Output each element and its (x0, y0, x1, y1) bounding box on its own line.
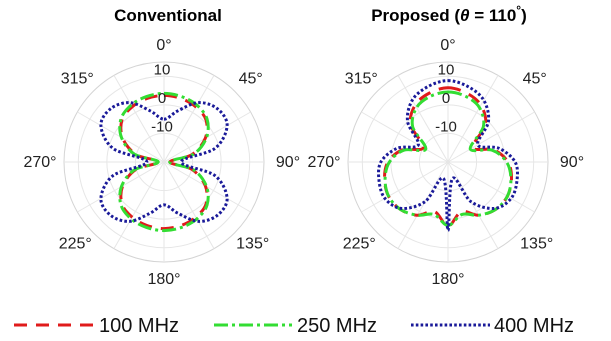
legend-label: 250 MHz (297, 315, 377, 337)
grid-spoke (397, 75, 449, 163)
series-400-mhz (377, 79, 519, 233)
angle-label: 45° (523, 70, 547, 87)
grid-spoke (163, 75, 215, 163)
grid-spoke (113, 161, 165, 249)
grid-spoke (113, 75, 165, 163)
legend-item-100mhz: 100 MHz (14, 315, 179, 337)
grid-spoke (447, 161, 535, 213)
chart-title: Proposed (θ = 110°) (371, 3, 527, 25)
angle-label: 90° (560, 154, 584, 171)
legend-label: 400 MHz (494, 315, 574, 337)
angle-label: 180° (147, 271, 180, 288)
angle-label: 90° (276, 154, 300, 171)
legend-label: 100 MHz (99, 315, 179, 337)
angle-label: 180° (431, 271, 464, 288)
angle-label: 225° (59, 236, 92, 253)
angle-label: 270° (307, 154, 340, 171)
legend-item-400mhz: 400 MHz (411, 315, 574, 337)
angle-labels: 10 0 -10 0° 45° 90° 135° 180° 225° 270° 315° (307, 37, 584, 288)
chart-title: Conventional (114, 6, 222, 25)
radial-tick-label: 0 (158, 90, 166, 107)
legend-item-250mhz: 250 MHz (214, 315, 377, 337)
radial-tick-label: -10 (151, 118, 173, 135)
angle-label: 315° (61, 70, 94, 87)
angle-label: 0° (440, 37, 455, 54)
grid-spoke (163, 161, 215, 249)
angle-label: 135° (520, 236, 553, 253)
series-100-mhz (383, 86, 513, 228)
angle-label: 45° (239, 70, 263, 87)
polar-chart-proposed: Proposed (θ = 110°) 10 0 -10 0° 45° 90° 135° 18… (307, 3, 584, 288)
radial-tick-label: 0 (442, 90, 450, 107)
angle-label: 0° (156, 37, 171, 54)
series-group (99, 91, 229, 233)
radial-tick-label: -10 (435, 118, 457, 135)
radial-tick-label: 10 (154, 61, 171, 78)
radial-tick-label: 10 (438, 61, 455, 78)
legend: 100 MHz 250 MHz 400 MHz (14, 315, 574, 337)
grid-spoke (447, 111, 535, 163)
angle-label: 270° (23, 154, 56, 171)
grid-spoke (397, 161, 449, 249)
grid-spoke (447, 75, 499, 163)
polar-chart-conventional: Conventional 10 0 -10 0° 45° 90° 135° 180° 225° 2… (23, 6, 300, 288)
series-100-mhz (119, 93, 209, 231)
series-250-mhz (118, 91, 210, 233)
angle-label: 315° (345, 70, 378, 87)
angle-label: 225° (343, 236, 376, 253)
grid-spoke (361, 111, 449, 163)
polar-grid (347, 61, 549, 263)
angle-labels: 10 0 -10 0° 45° 90° 135° 180° 225° 270° 315° (23, 37, 300, 288)
series-400-mhz (99, 101, 229, 223)
grid-spoke (447, 161, 499, 249)
grid-spoke (361, 161, 449, 213)
series-group (377, 79, 519, 233)
angle-label: 135° (236, 236, 269, 253)
